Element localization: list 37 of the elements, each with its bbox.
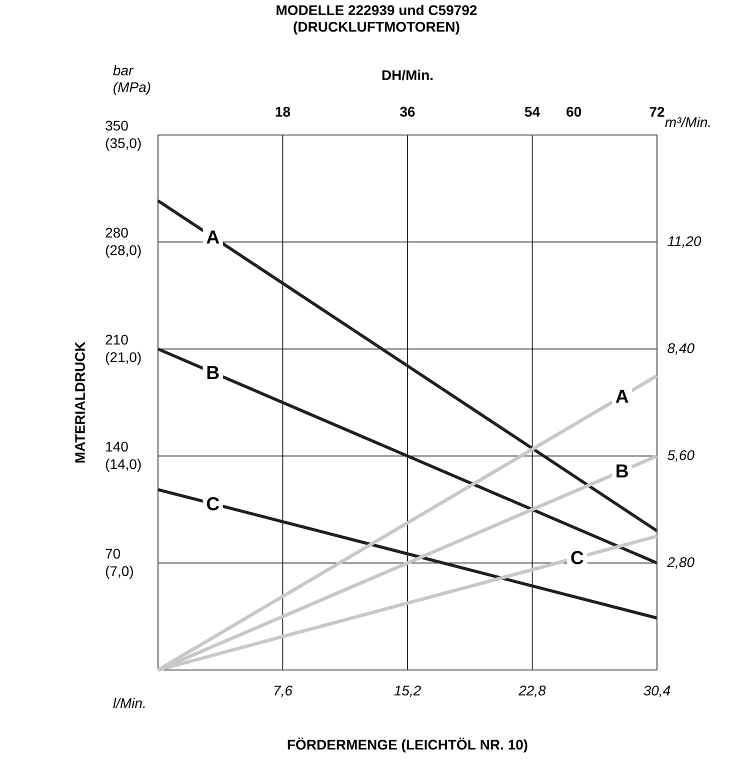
y2-tick-label: 8,40 <box>668 343 694 355</box>
x2-tick-label: 54 <box>524 106 540 117</box>
y-tick-label: 140 <box>106 442 128 452</box>
x-tick-label: 15,2 <box>394 686 421 698</box>
text: bar (MPa) <box>113 65 150 95</box>
text: l/Min. <box>113 698 145 708</box>
y-tick-label: 70 <box>106 548 120 559</box>
text: m³/Min. <box>665 116 710 128</box>
series-label: A <box>206 230 220 244</box>
chart-title: MODELLE 222939 und C59792 <box>276 4 477 16</box>
y3-tick-label: (28,0) <box>106 244 141 258</box>
x2-tick-label: 36 <box>400 106 415 117</box>
chart-subtitle: (DRUCKLUFTMOTOREN) <box>294 21 460 35</box>
series-label: A <box>616 390 628 403</box>
y-tick-label: 210 <box>106 334 128 345</box>
x2-axis-title: DH/Min. <box>382 70 433 80</box>
y2-tick-label: 11,20 <box>668 236 702 248</box>
y3-tick-label: (7,0) <box>106 566 133 579</box>
y2-tick-label: 5,60 <box>668 450 694 462</box>
series-label: B <box>207 366 219 379</box>
x2-tick-label: 18 <box>276 106 290 117</box>
y3-tick-label: (21,0) <box>106 352 141 365</box>
x-axis-title: FÖRDERMENGE (LEICHTÖL NR. 10) <box>288 738 528 752</box>
y3-tick-label: (35,0) <box>106 138 141 151</box>
y2-tick-label: 2,80 <box>667 557 694 569</box>
x2-tick-label: 60 <box>566 106 582 117</box>
series-label: C <box>571 551 584 564</box>
y-tick-label: 350 <box>106 120 128 131</box>
series-label: B <box>616 464 628 478</box>
y-axis-title: MATERIALDRUCK <box>75 342 85 462</box>
x-tick-label: 30,4 <box>644 686 670 698</box>
x2-tick-label: 72 <box>650 106 664 117</box>
y-tick-label: 280 <box>106 228 128 238</box>
y3-tick-label: (14,0) <box>106 458 141 472</box>
x-tick-label: 22,8 <box>518 686 546 698</box>
x-tick-label: 7,6 <box>274 686 292 698</box>
series-label: C <box>206 497 220 510</box>
